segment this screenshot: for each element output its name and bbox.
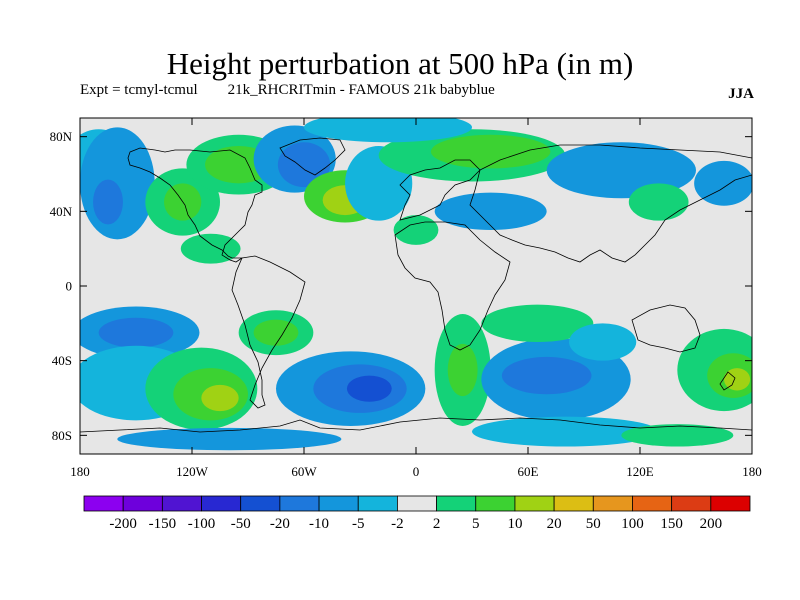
colorbar-label: 20 [547,516,562,532]
colorbar-swatch [514,495,555,512]
contour-region [180,233,241,264]
contour-region [471,416,659,447]
colorbar: -200 -150 -100 -50 -20 -10 -5 -2 2 5 10 20 50 100 150 2… [83,495,751,532]
coastline-europe [399,159,481,221]
coastline-new-zealand [719,371,736,391]
coastline-antarctica [80,417,752,433]
contour-region [481,304,594,343]
coastline-australia [631,304,701,353]
experiment-subtitle: Expt = tcmyl-tcmul 21k_RHCRITmin - FAMOU… [80,82,495,98]
season-label: JJA [728,86,754,102]
lon-tick-label: 0 [413,464,420,479]
colorbar-label: -150 [149,516,177,532]
contour-fields [80,118,752,451]
contour-region [393,215,439,245]
lon-tick-label: 180 [742,464,762,479]
coastline-north-america [127,147,263,263]
colorbar-swatch [122,495,163,512]
contour-region [201,384,239,412]
contour-region [434,192,547,230]
contour-region [569,323,637,361]
lon-tick-label: 120E [626,464,654,479]
lon-tick-label: 60E [518,464,539,479]
contour-region [277,142,331,188]
lat-tick-label: 0 [66,279,73,294]
lon-tick-label: 180 [70,464,90,479]
colorbar-swatch [161,495,202,512]
colorbar-label: 150 [660,516,683,532]
colorbar-swatch [397,495,437,512]
colorbar-swatch [357,495,398,512]
colorbar-label: 2 [433,516,441,532]
colorbar-label: -10 [309,516,329,532]
contour-region [80,127,155,240]
contour-region [628,183,689,221]
colorbar-swatch [240,495,281,512]
coastlines [80,137,752,433]
colorbar-swatch [671,495,712,512]
lon-tick-label: 120W [176,464,209,479]
colorbar-label: -200 [109,516,137,532]
colorbar-label: -50 [231,516,251,532]
coastline-south-america [231,255,306,409]
lon-tick-label: 60W [291,464,317,479]
lat-tick-label: 80N [50,129,73,144]
contour-region [93,179,123,225]
colorbar-swatch [436,495,477,512]
contour-region [447,343,478,397]
colorbar-swatch [83,495,124,512]
contour-region [346,375,392,402]
colorbar-swatch [279,495,320,512]
colorbar-label: -100 [188,516,216,532]
colorbar-label: -2 [391,516,404,532]
contour-region [501,356,592,395]
lat-tick-label: 40N [50,204,73,219]
colorbar-swatch [710,495,751,512]
colorbar-swatch [553,495,594,512]
plot-title: Height perturbation at 500 hPa (in m) [166,46,634,81]
colorbar-label: 10 [507,516,522,532]
colorbar-label: -5 [352,516,365,532]
colorbar-label: 100 [621,516,644,532]
contour-region [253,319,299,346]
colorbar-swatch [632,495,673,512]
colorbar-label: 200 [700,516,723,532]
axis-ticks: 80N 40N 0 40S 80S 180 120W 60W 0 60E 120E 180 [50,118,762,479]
colorbar-swatch [475,495,516,512]
colorbar-label: 5 [472,516,480,532]
colorbar-label: -20 [270,516,290,532]
colorbar-swatch [201,495,242,512]
contour-region [621,424,734,447]
contour-region [98,317,174,348]
coastline-africa [394,221,511,351]
colorbar-swatch [592,495,633,512]
contour-region [304,118,472,143]
lat-tick-label: 80S [52,428,72,443]
contour-region [117,427,342,451]
colorbar-swatch [318,495,359,512]
coastline-greenland [279,137,346,176]
colorbar-label: 50 [586,516,601,532]
lat-tick-label: 40S [52,353,72,368]
contour-region [694,160,752,206]
coastline-asia [469,144,752,263]
